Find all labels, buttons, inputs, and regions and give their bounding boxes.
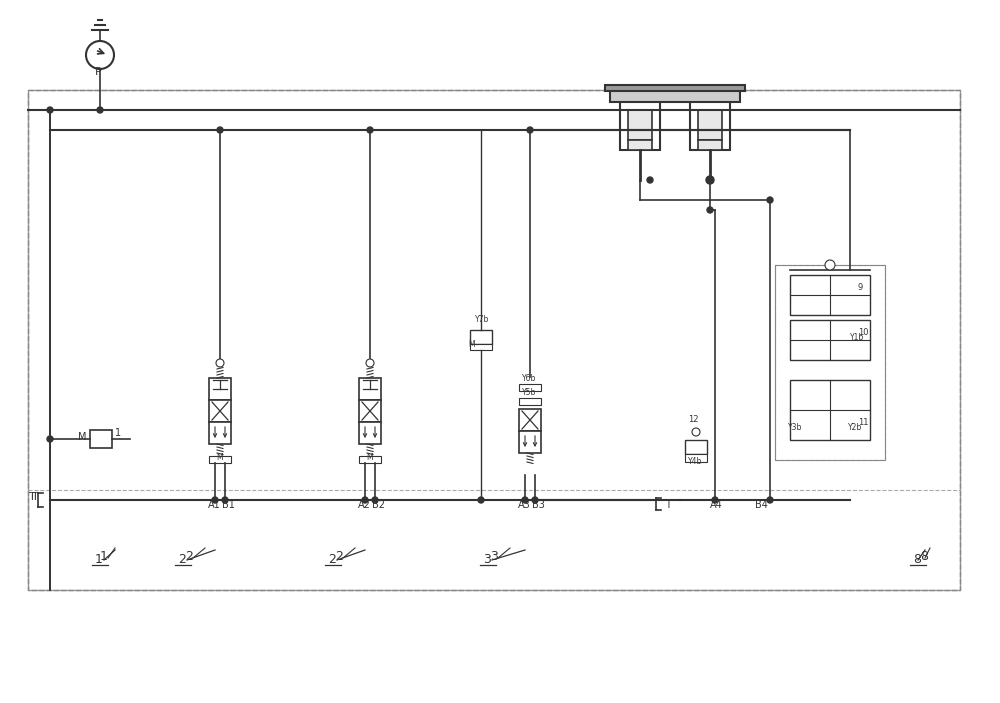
Circle shape xyxy=(522,497,528,503)
Text: 2: 2 xyxy=(335,550,343,563)
Circle shape xyxy=(362,497,368,503)
Circle shape xyxy=(97,107,103,113)
Bar xyxy=(519,398,541,405)
Bar xyxy=(610,90,740,102)
Bar xyxy=(628,140,652,150)
Circle shape xyxy=(372,497,378,503)
Bar xyxy=(698,140,722,150)
Bar xyxy=(209,400,231,422)
Circle shape xyxy=(527,127,533,133)
Circle shape xyxy=(692,428,700,436)
Bar xyxy=(470,344,492,350)
Bar xyxy=(359,456,381,463)
Text: 2: 2 xyxy=(328,553,336,566)
Text: 10: 10 xyxy=(858,328,868,337)
Text: Y5b: Y5b xyxy=(522,388,536,397)
Bar xyxy=(690,100,730,150)
Text: 11: 11 xyxy=(858,418,868,427)
Bar xyxy=(790,320,870,360)
Circle shape xyxy=(222,497,228,503)
Text: 2: 2 xyxy=(185,550,193,563)
Bar xyxy=(90,430,112,448)
Text: M: M xyxy=(78,432,87,442)
Circle shape xyxy=(216,359,224,367)
Text: A1: A1 xyxy=(208,500,221,510)
Text: M: M xyxy=(366,453,373,462)
Circle shape xyxy=(767,497,773,503)
Bar xyxy=(519,409,541,431)
Bar xyxy=(698,110,722,140)
Text: T: T xyxy=(29,492,35,502)
Bar xyxy=(359,422,381,444)
Circle shape xyxy=(767,197,773,203)
Bar xyxy=(790,380,870,440)
Text: 8: 8 xyxy=(913,553,921,566)
Bar xyxy=(519,431,541,453)
Text: A2: A2 xyxy=(358,500,371,510)
Bar xyxy=(790,275,870,315)
Text: T: T xyxy=(32,492,39,502)
Circle shape xyxy=(825,260,835,270)
Circle shape xyxy=(647,177,653,183)
Text: 1: 1 xyxy=(95,553,103,566)
Text: A3: A3 xyxy=(518,500,531,510)
Circle shape xyxy=(47,107,53,113)
Text: T: T xyxy=(665,500,671,510)
Circle shape xyxy=(367,127,373,133)
Bar xyxy=(209,378,231,400)
Circle shape xyxy=(478,497,484,503)
Bar xyxy=(28,90,960,590)
Circle shape xyxy=(532,497,538,503)
Bar xyxy=(209,422,231,444)
Text: 8: 8 xyxy=(920,550,928,563)
Bar xyxy=(685,440,707,454)
Text: 9: 9 xyxy=(858,283,863,292)
Text: 1: 1 xyxy=(115,428,121,438)
Circle shape xyxy=(366,359,374,367)
Bar xyxy=(685,454,707,462)
Text: 3: 3 xyxy=(483,553,491,566)
Text: Y2b: Y2b xyxy=(848,423,862,432)
Text: A4: A4 xyxy=(710,500,723,510)
Circle shape xyxy=(86,41,114,69)
Text: M: M xyxy=(468,340,475,349)
Text: Y1b: Y1b xyxy=(850,333,864,342)
Text: M: M xyxy=(216,453,223,462)
Bar xyxy=(605,85,745,91)
Bar xyxy=(620,100,660,150)
Circle shape xyxy=(47,436,53,442)
Text: Y6b: Y6b xyxy=(522,374,536,383)
Bar xyxy=(775,265,885,460)
Text: P: P xyxy=(95,67,102,77)
Bar xyxy=(359,400,381,422)
Circle shape xyxy=(217,127,223,133)
Bar xyxy=(470,330,492,344)
Bar xyxy=(775,265,885,460)
Text: B2: B2 xyxy=(372,500,385,510)
Bar xyxy=(628,110,652,140)
Circle shape xyxy=(212,497,218,503)
Text: B3: B3 xyxy=(532,500,545,510)
Bar xyxy=(28,90,960,590)
Text: 2: 2 xyxy=(178,553,186,566)
Text: 1: 1 xyxy=(100,550,108,563)
Bar xyxy=(359,378,381,400)
Bar xyxy=(209,456,231,463)
Circle shape xyxy=(706,176,714,184)
Text: Y4b: Y4b xyxy=(688,457,702,466)
Text: 3: 3 xyxy=(490,550,498,563)
Circle shape xyxy=(712,497,718,503)
Text: B1: B1 xyxy=(222,500,235,510)
Text: 12: 12 xyxy=(688,415,698,424)
Text: B4: B4 xyxy=(755,500,768,510)
Bar xyxy=(519,384,541,391)
Text: Y3b: Y3b xyxy=(788,423,802,432)
Text: Y7b: Y7b xyxy=(475,315,489,324)
Circle shape xyxy=(707,207,713,213)
